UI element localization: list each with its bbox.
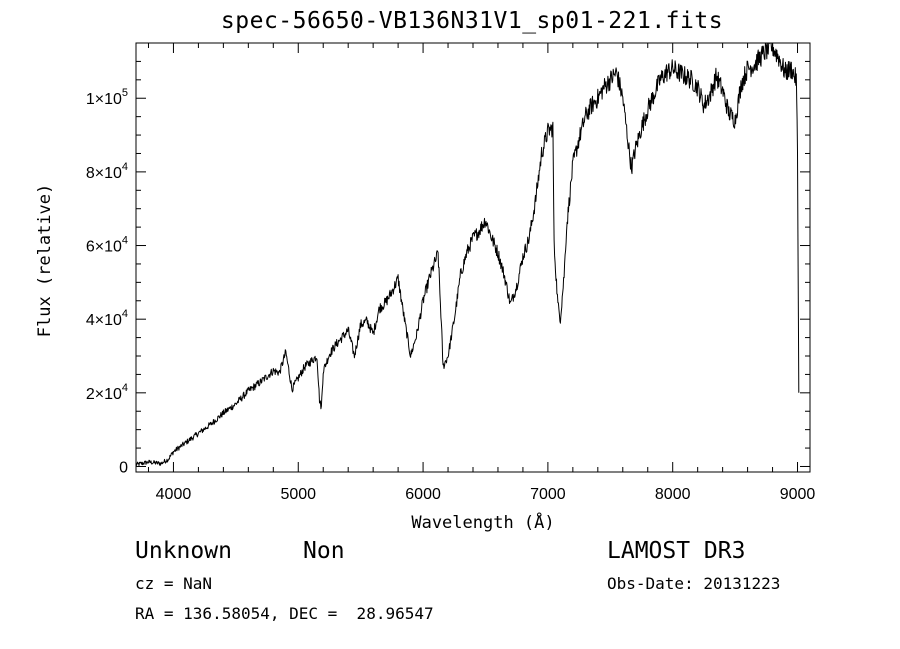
x-tick-label: 9000	[780, 486, 816, 503]
tick-labels: 4000 5000 6000 7000 8000 9000 0 2×104 4×104 6×104…	[86, 87, 816, 503]
y-tick-label: 0	[119, 459, 128, 476]
x-tick-label: 6000	[405, 486, 441, 503]
x-tick-label: 4000	[156, 486, 192, 503]
y-tick-label: 8×104	[86, 161, 128, 182]
x-tick-label: 7000	[530, 486, 566, 503]
x-tick-label: 5000	[280, 486, 316, 503]
redshift-label: cz = NaN	[135, 574, 213, 593]
survey-label: LAMOST DR3	[607, 538, 746, 564]
spectrum-line-0	[135, 42, 800, 466]
y-tick-label: 6×104	[86, 235, 128, 256]
y-tick-label: 4×104	[86, 308, 128, 329]
plot-frame	[135, 42, 811, 473]
y-axis-label: Flux (relative)	[35, 184, 55, 338]
obs-date-label: Obs-Date: 20131223	[607, 574, 781, 593]
series-layer	[135, 42, 800, 466]
x-axis-label: Wavelength (Å)	[411, 511, 554, 533]
y-tick-label: 1×105	[86, 87, 128, 108]
axis-labels: Wavelength (Å) Flux (relative)	[35, 184, 555, 533]
object-class: Unknown	[135, 538, 232, 564]
ticks	[136, 43, 810, 472]
coordinates-label: RA = 136.58054, DEC = 28.96547	[135, 604, 434, 623]
object-subclass: Non	[303, 538, 345, 564]
chart-title: spec-56650-VB136N31V1_sp01-221.fits	[220, 8, 724, 34]
x-tick-label: 8000	[655, 486, 691, 503]
y-tick-label: 2×104	[86, 382, 128, 403]
axes	[135, 42, 811, 473]
